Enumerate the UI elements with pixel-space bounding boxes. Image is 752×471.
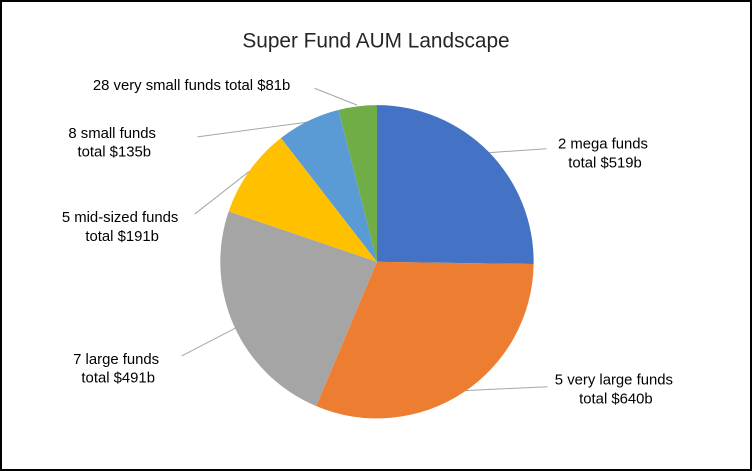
pie-slice-6[interactable] xyxy=(338,105,377,262)
label-small-funds: 8 small funds total $135b xyxy=(68,126,160,161)
pie-slice-2[interactable] xyxy=(316,261,534,419)
label-mega-funds: 2 mega funds total $519b xyxy=(558,137,652,172)
label-large-funds: 7 large funds total $491b xyxy=(73,352,163,387)
leader-line-5 xyxy=(197,121,309,138)
label-mid-sized-funds: 5 mid-sized funds total $191b xyxy=(62,210,183,245)
leader-line-4 xyxy=(194,171,250,215)
pie-slice-4[interactable] xyxy=(228,137,377,262)
pie-slices xyxy=(220,105,534,419)
leader-lines xyxy=(181,87,548,392)
leader-line-6 xyxy=(314,87,358,106)
leader-line-1 xyxy=(488,148,547,154)
pie-slice-5[interactable] xyxy=(280,109,377,262)
data-labels: 2 mega funds total $519b 5 very large fu… xyxy=(62,78,677,408)
leader-line-3 xyxy=(181,326,238,357)
label-very-large-funds: 5 very large funds total $640b xyxy=(555,373,677,408)
pie-slice-3[interactable] xyxy=(220,211,377,407)
label-very-small-funds: 28 very small funds total $81b xyxy=(93,78,290,94)
chart-title: Super Fund AUM Landscape xyxy=(242,30,509,53)
pie-slice-1[interactable] xyxy=(376,105,534,265)
leader-line-2 xyxy=(464,386,548,392)
